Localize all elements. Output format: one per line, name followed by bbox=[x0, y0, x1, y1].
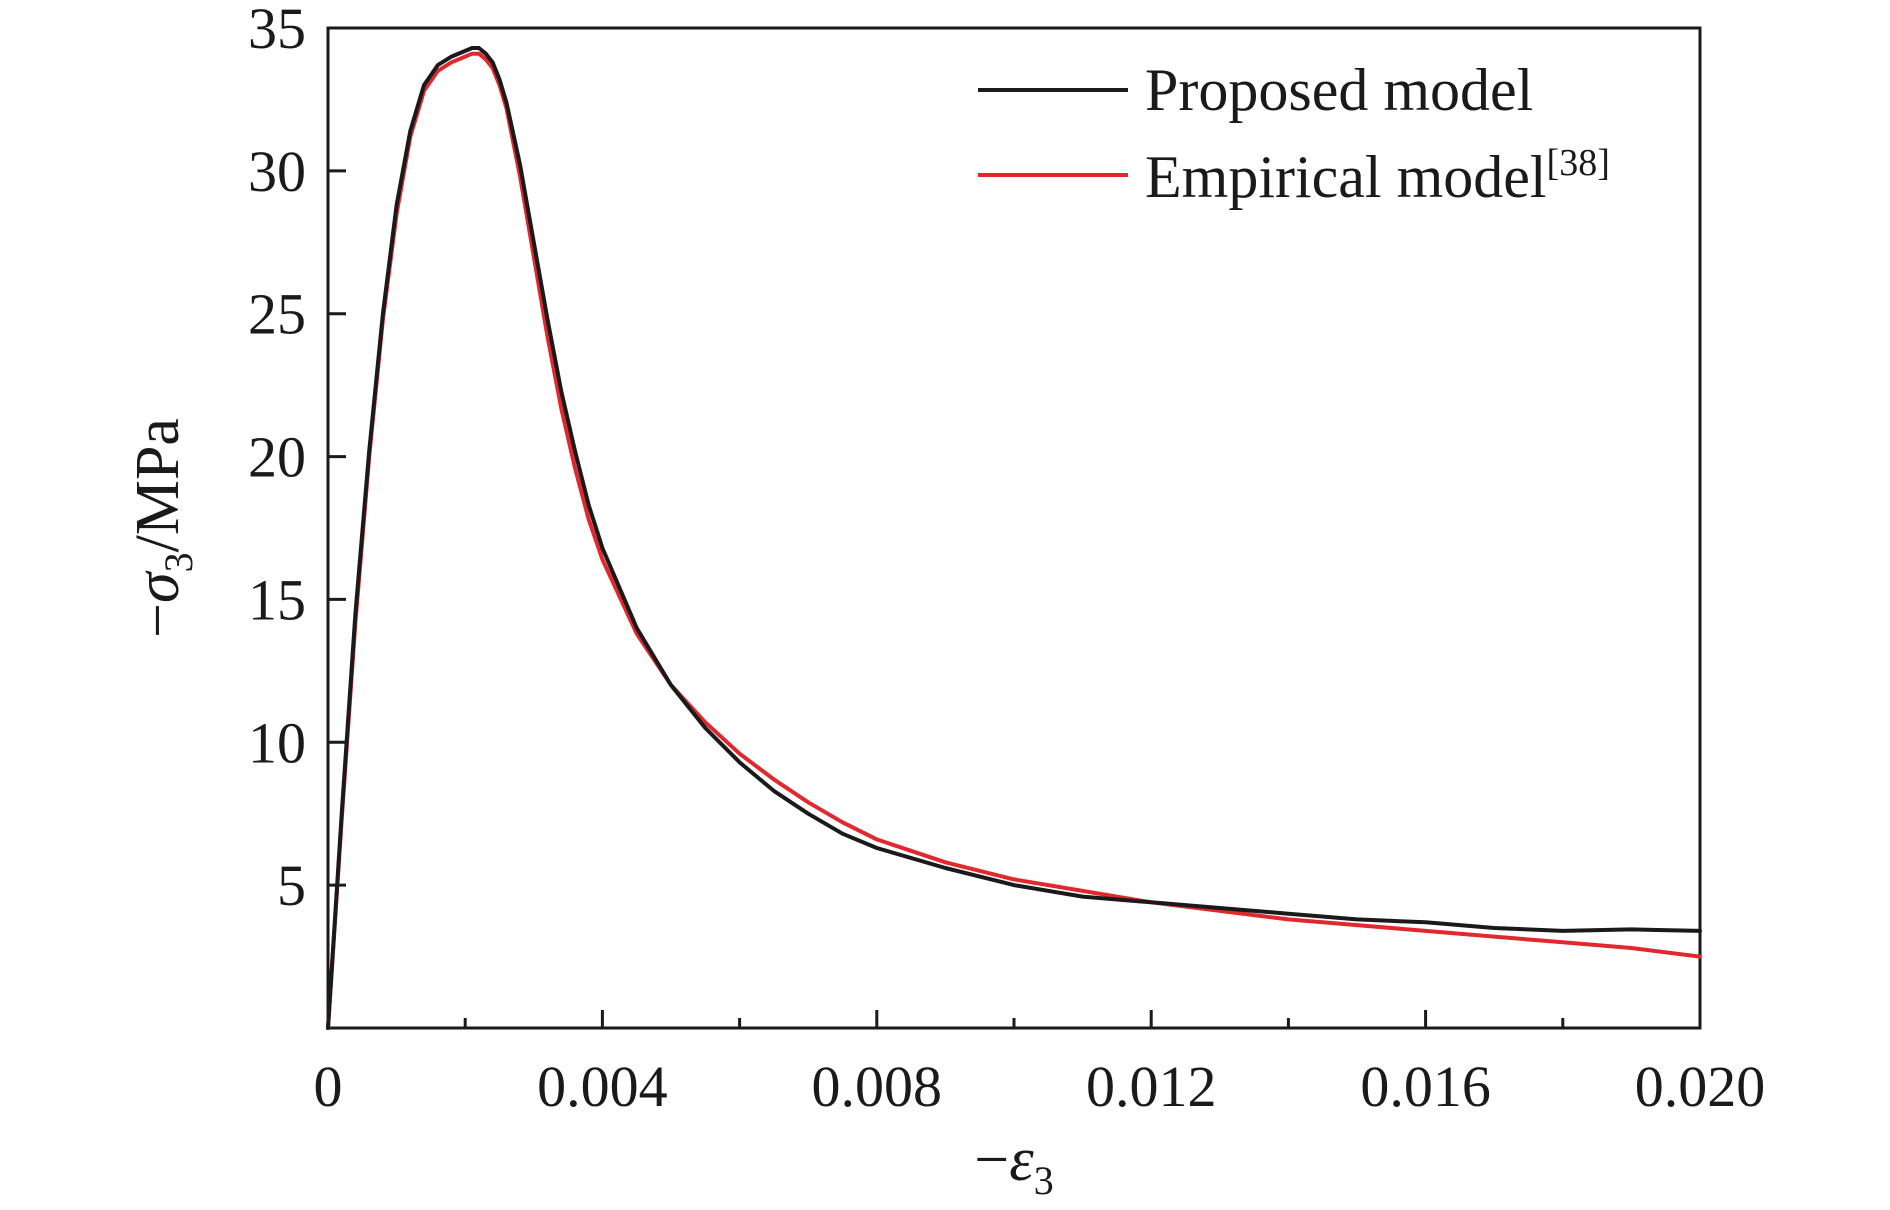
legend: Proposed model Empirical model[38] bbox=[978, 57, 1610, 210]
series-layer bbox=[326, 46, 1702, 1030]
x-axis-ticks: 0 0.004 0.008 0.012 0.016 0.020 bbox=[314, 1010, 1766, 1119]
legend-label-empirical-text: Empirical model bbox=[1145, 144, 1547, 210]
x-tick-label: 0.020 bbox=[1635, 1054, 1766, 1119]
x-axis-title-prefix: − bbox=[974, 1126, 1009, 1194]
x-axis-title: −ε3 bbox=[974, 1126, 1053, 1203]
y-tick-label: 25 bbox=[248, 282, 306, 347]
y-axis-title: −σ3/MPa bbox=[124, 418, 201, 638]
x-axis-title-subscript: 3 bbox=[1034, 1158, 1054, 1203]
x-tick-label: 0.008 bbox=[812, 1054, 943, 1119]
y-axis-title-unit: /MPa bbox=[124, 418, 192, 552]
x-tick-label: 0 bbox=[314, 1054, 343, 1119]
legend-label-proposed: Proposed model bbox=[1145, 57, 1533, 123]
y-axis-ticks: 5 10 15 20 25 30 35 bbox=[248, 0, 346, 918]
y-tick-label: 35 bbox=[248, 0, 306, 61]
x-tick-label: 0.012 bbox=[1086, 1054, 1217, 1119]
y-tick-label: 15 bbox=[248, 567, 306, 632]
y-tick-label: 30 bbox=[248, 139, 306, 204]
x-tick-label: 0.004 bbox=[537, 1054, 668, 1119]
y-tick-label: 10 bbox=[248, 710, 306, 775]
y-tick-label: 5 bbox=[277, 853, 306, 918]
y-axis-title-symbol: σ bbox=[124, 570, 192, 603]
x-axis-title-symbol: ε bbox=[1009, 1126, 1034, 1194]
legend-label-empirical-superscript: [38] bbox=[1547, 142, 1610, 184]
y-tick-label: 20 bbox=[248, 425, 306, 490]
y-axis-title-prefix: − bbox=[124, 603, 192, 638]
y-axis-title-subscript: 3 bbox=[156, 552, 201, 572]
legend-label-empirical: Empirical model[38] bbox=[1145, 142, 1610, 210]
series-line-proposed-model bbox=[326, 46, 1702, 1030]
x-tick-label: 0.016 bbox=[1360, 1054, 1491, 1119]
